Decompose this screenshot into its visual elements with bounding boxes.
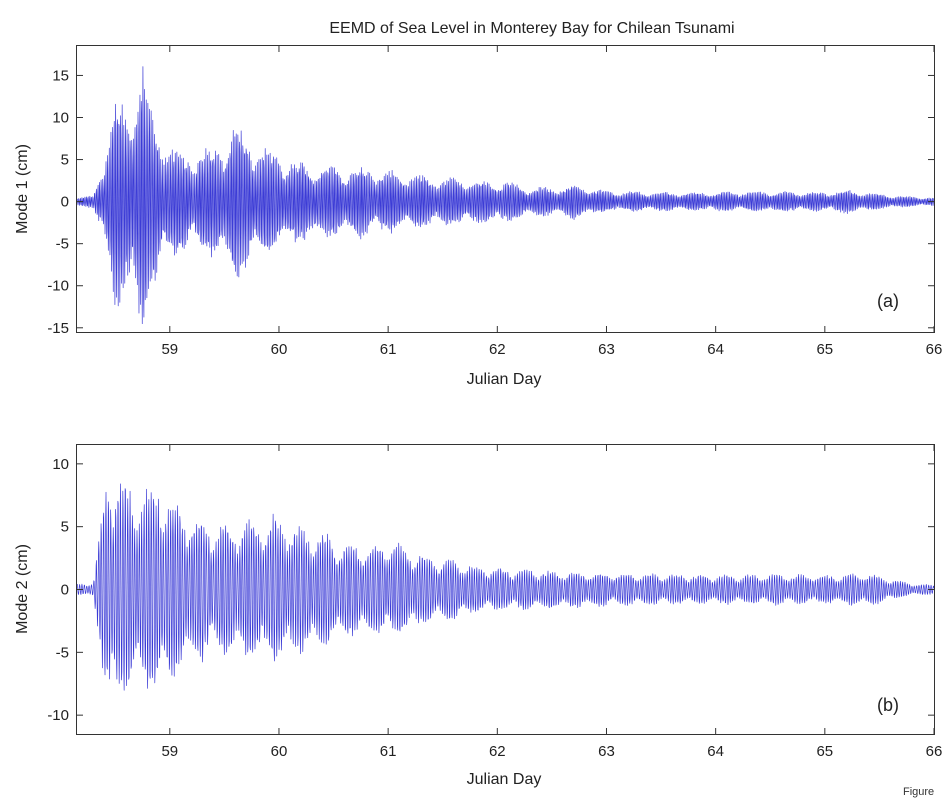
panel-b-x-axis: 59 60 61 62 63 64 65 66 xyxy=(161,445,942,760)
panel-b-x-axis-label: Julian Day xyxy=(467,771,542,788)
panel-b-tag: (b) xyxy=(877,695,899,715)
mode-1-signal-line xyxy=(77,66,934,325)
x-tick-label: 64 xyxy=(707,743,724,760)
panel-b-plot-frame xyxy=(76,444,935,735)
panel-a-tag: (a) xyxy=(877,291,899,311)
x-tick-label: 61 xyxy=(380,341,397,358)
panel-b-signal-group xyxy=(77,483,934,691)
y-tick-label: -10 xyxy=(47,707,69,724)
x-tick-label: 66 xyxy=(926,743,943,760)
x-tick-label: 61 xyxy=(380,743,397,760)
mode-2-signal-line xyxy=(77,483,934,691)
y-tick-label: -10 xyxy=(47,278,69,295)
panel-b-mode-2: 59 60 61 62 63 64 65 66 -10 -5 0 5 10 Julian Day Mo… xyxy=(14,444,942,788)
x-tick-label: 59 xyxy=(161,341,178,358)
x-tick-label: 59 xyxy=(161,743,178,760)
y-tick-label: -15 xyxy=(47,320,69,337)
panel-a-plot-frame xyxy=(76,45,935,333)
x-tick-label: 65 xyxy=(816,341,833,358)
panel-a-x-axis-label: Julian Day xyxy=(467,371,542,388)
figure-title: EEMD of Sea Level in Monterey Bay for Ch… xyxy=(329,20,734,37)
x-tick-label: 65 xyxy=(816,743,833,760)
y-tick-label: 10 xyxy=(52,456,69,473)
y-tick-label: -5 xyxy=(56,236,69,253)
panel-a-y-axis-label: Mode 1 (cm) xyxy=(14,144,31,234)
y-tick-label: 0 xyxy=(61,582,69,599)
y-tick-label: -5 xyxy=(56,644,69,661)
panel-a-x-axis: 59 60 61 62 63 64 65 66 xyxy=(161,46,942,358)
y-tick-label: 10 xyxy=(52,110,69,127)
panel-a-signal-group xyxy=(77,66,934,325)
x-tick-label: 60 xyxy=(271,743,288,760)
panel-a-mode-1: 59 60 61 62 63 64 65 66 -15 -10 -5 0 5 10 15 Julian D… xyxy=(14,45,942,388)
y-tick-label: 5 xyxy=(61,152,69,169)
x-tick-label: 64 xyxy=(707,341,724,358)
y-tick-label: 15 xyxy=(52,67,69,84)
x-tick-label: 62 xyxy=(489,341,506,358)
panel-b-y-axis-label: Mode 2 (cm) xyxy=(14,544,31,634)
y-tick-label: 5 xyxy=(61,519,69,536)
x-tick-label: 63 xyxy=(598,341,615,358)
x-tick-label: 63 xyxy=(598,743,615,760)
x-tick-label: 62 xyxy=(489,743,506,760)
x-tick-label: 66 xyxy=(926,341,943,358)
panel-b-y-axis: -10 -5 0 5 10 xyxy=(47,456,934,724)
figure-footer-caption: Figure xyxy=(903,786,934,798)
panel-a-y-axis: -15 -10 -5 0 5 10 15 xyxy=(47,67,934,337)
y-tick-label: 0 xyxy=(61,194,69,211)
x-tick-label: 60 xyxy=(271,341,288,358)
